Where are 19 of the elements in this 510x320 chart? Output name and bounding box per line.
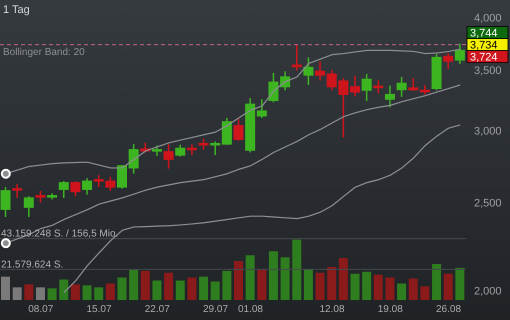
y-tick-label: 3,000 <box>474 126 502 138</box>
chart-subtitle: 1 Tag <box>3 4 30 16</box>
y-tick-label: 2,500 <box>474 197 502 210</box>
annotation: Bollinger Band: 20 <box>3 47 85 58</box>
ref-line-label: 21.579.624 S. <box>1 259 64 270</box>
x-tick-label: 15.07 <box>86 304 112 316</box>
x-tick-label: 01.08 <box>238 304 264 316</box>
x-tick-label: 19.08 <box>378 304 404 316</box>
y-tick-label: 2,000 <box>474 285 502 298</box>
y-tick-label: 3,500 <box>474 65 502 77</box>
x-tick-label: 26.08 <box>436 304 462 316</box>
x-tick-label: 08.07 <box>28 304 54 316</box>
x-tick-label: 12.08 <box>320 304 345 316</box>
text: 3,744 <box>470 28 498 40</box>
x-tick-label: 29.07 <box>203 304 228 316</box>
x-tick-label: 22.07 <box>144 304 170 316</box>
ref-line-label: 3,734 <box>470 40 498 52</box>
text: 3,724 <box>470 52 498 64</box>
y-tick-label: 4,000 <box>474 12 502 24</box>
